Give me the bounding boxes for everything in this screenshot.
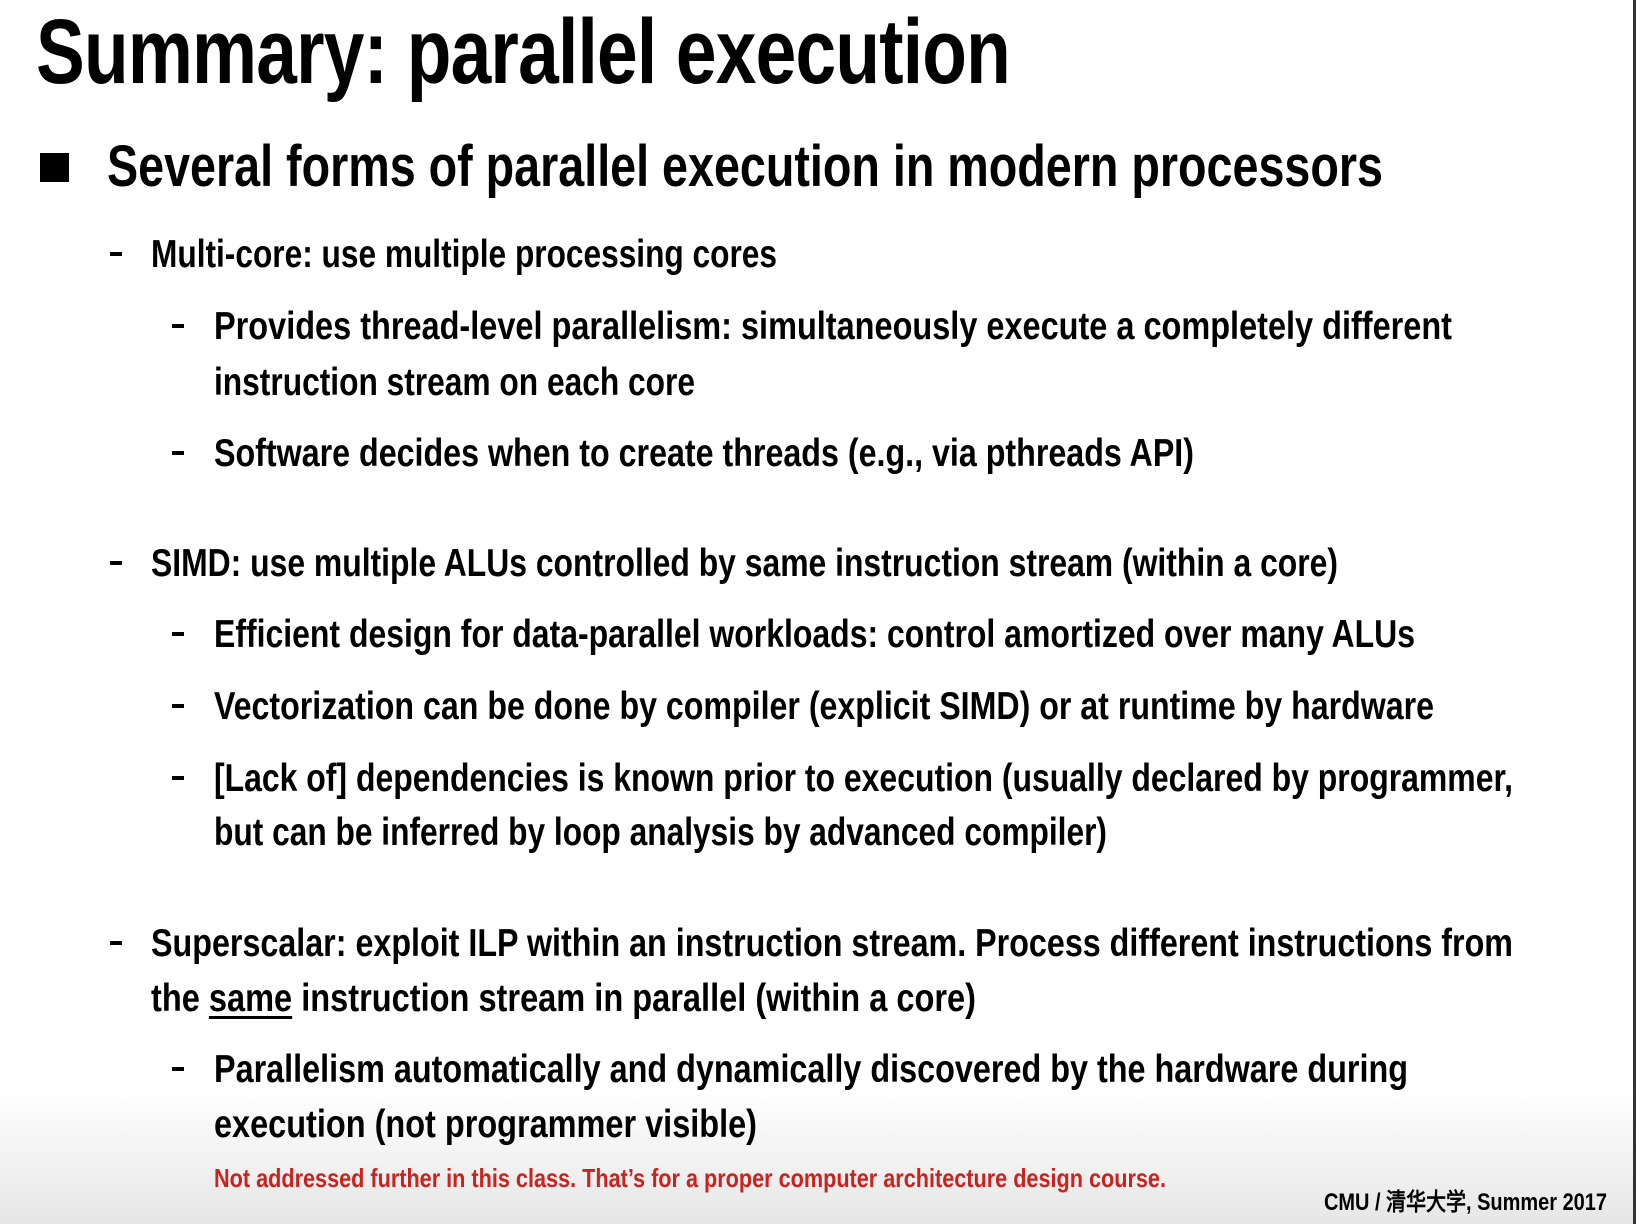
note-text: Not addressed further in this class. Tha… bbox=[214, 1163, 1166, 1193]
dash-icon bbox=[110, 252, 122, 256]
simd-heading: SIMD: use multiple ALUs controlled by sa… bbox=[151, 541, 1338, 585]
superscalar-sub1-line1: Parallelism automatically and dynamicall… bbox=[214, 1047, 1408, 1091]
footer-credit: CMU / 清华大学, Summer 2017 bbox=[1324, 1189, 1607, 1216]
footer-gradient bbox=[0, 1090, 1636, 1224]
emphasis-same: same bbox=[208, 976, 293, 1020]
superscalar-sub1-line2: execution (not programmer visible) bbox=[214, 1102, 757, 1146]
simd-sub2: Vectorization can be done by compiler (e… bbox=[214, 684, 1434, 728]
multicore-heading: Multi-core: use multiple processing core… bbox=[151, 232, 777, 276]
text: instruction stream in parallel (within a… bbox=[292, 976, 976, 1020]
dash-icon bbox=[172, 704, 184, 708]
multicore-sub1-line1: Provides thread-level parallelism: simul… bbox=[214, 304, 1452, 348]
multicore-sub2: Software decides when to create threads … bbox=[214, 431, 1194, 475]
simd-sub1: Efficient design for data-parallel workl… bbox=[214, 612, 1415, 656]
text: the bbox=[151, 976, 209, 1020]
dash-icon bbox=[110, 561, 122, 565]
superscalar-heading-line1: Superscalar: exploit ILP within an instr… bbox=[151, 921, 1513, 965]
simd-sub3-line1: [Lack of] dependencies is known prior to… bbox=[214, 756, 1513, 800]
dash-icon bbox=[172, 324, 184, 328]
slide-border bbox=[1633, 0, 1636, 1224]
dash-icon bbox=[172, 632, 184, 636]
simd-sub3-line2: but can be inferred by loop analysis by … bbox=[214, 810, 1107, 854]
dash-icon bbox=[172, 776, 184, 780]
multicore-sub1-line2: instruction stream on each core bbox=[214, 360, 695, 404]
dash-icon bbox=[172, 451, 184, 455]
dash-icon bbox=[110, 941, 122, 945]
square-bullet-icon bbox=[40, 153, 69, 182]
dash-icon bbox=[172, 1067, 184, 1071]
superscalar-heading-line2: the same instruction stream in parallel … bbox=[151, 979, 976, 1018]
main-bullet: Several forms of parallel execution in m… bbox=[107, 134, 1383, 199]
slide-title: Summary: parallel execution bbox=[36, 1, 1011, 103]
